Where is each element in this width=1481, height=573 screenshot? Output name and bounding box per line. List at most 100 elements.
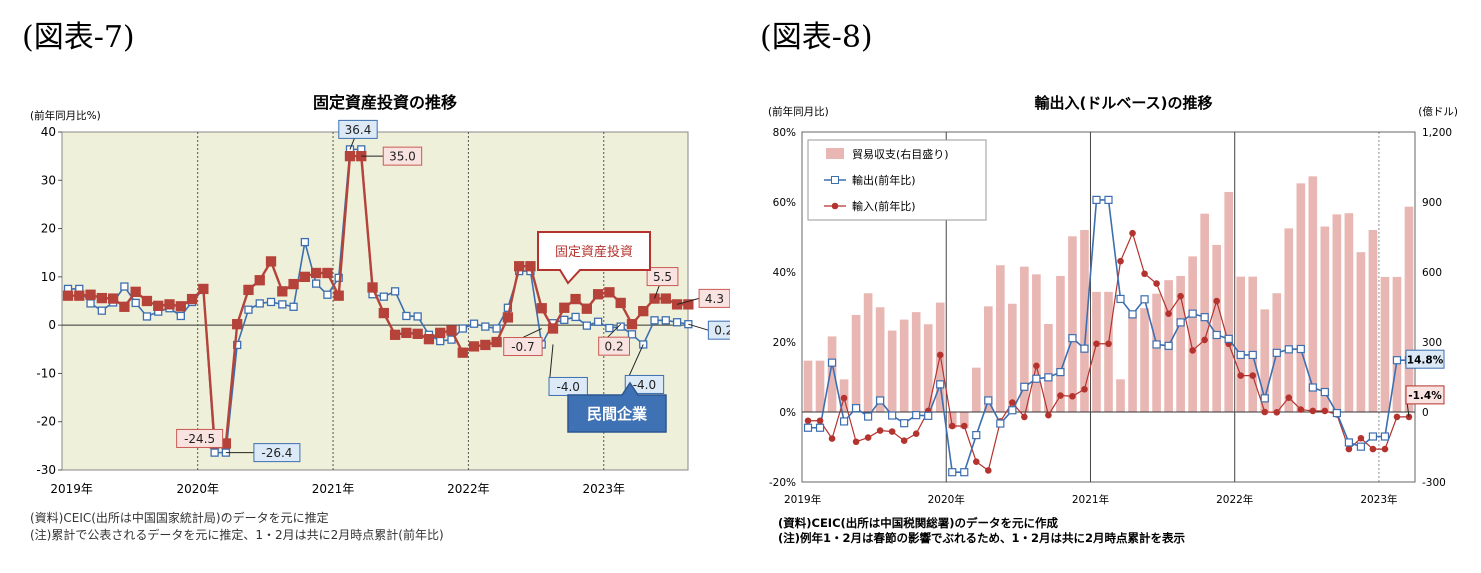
- chart7-data-point: [458, 324, 467, 333]
- chart7-data-point: [265, 256, 277, 267]
- chart7-data-point: [402, 311, 411, 321]
- chart7-data-point: [412, 328, 423, 339]
- chart7-data-point: [244, 305, 253, 314]
- chart7-data-point: [570, 293, 581, 305]
- chart7-data-point: [389, 329, 401, 340]
- chart7-data-point: [130, 286, 141, 297]
- chart7-callout-label: 民間企業: [587, 405, 648, 423]
- figure8-source-note: (資料)CEIC(出所は中国税関総署)のデータを元に作成: [778, 516, 1059, 530]
- chart7-data-point: [660, 293, 671, 304]
- chart8-export-point: [900, 419, 909, 428]
- chart8-bar: [1176, 275, 1185, 412]
- chart8-export-point: [1188, 309, 1197, 318]
- chart8-data-label: 14.8%: [1407, 355, 1444, 367]
- chart8-bar: [1128, 313, 1137, 412]
- chart8-import-point: [1405, 413, 1413, 421]
- chart8-bar: [1200, 213, 1209, 412]
- chart7-data-point: [175, 301, 186, 312]
- chart8-bar: [923, 324, 933, 412]
- chart7-data-point: [131, 298, 140, 308]
- chart8-export-point: [1200, 313, 1209, 322]
- chart8-bar: [1248, 276, 1258, 412]
- chart8-export-point: [1308, 383, 1317, 392]
- chart8-import-point: [912, 430, 920, 438]
- chart8-import-point: [985, 467, 992, 474]
- chart7-data-point: [491, 336, 502, 348]
- chart8-export-point: [1224, 334, 1233, 343]
- chart8-export-point: [876, 396, 885, 405]
- chart8-import-point: [1381, 445, 1389, 453]
- chart8-export-point: [996, 419, 1005, 428]
- chart7-data-label: -24.5: [184, 432, 215, 446]
- chart7-data-point: [661, 316, 670, 325]
- chart7-data-point: [210, 448, 219, 457]
- chart8-export-point: [1272, 348, 1281, 357]
- chart7-data-label: 35.0: [389, 150, 416, 164]
- chart8-import-point: [1033, 362, 1040, 370]
- chart7-data-point: [672, 318, 682, 327]
- chart7-data-point: [514, 261, 525, 272]
- chart7-data-point: [638, 305, 649, 317]
- figure7-source-note: (資料)CEIC(出所は中国国家統計局)のデータを元に推定: [30, 511, 329, 525]
- chart8-bar: [1260, 309, 1270, 412]
- chart8-export-point: [1260, 394, 1269, 403]
- chart7-callout-label: 固定資産投資: [555, 244, 633, 260]
- chart8-import-point: [1081, 385, 1088, 393]
- chart7-data-point: [435, 327, 446, 339]
- chart8-bar: [851, 314, 861, 412]
- chart8-x-tick-label: 2019年: [784, 493, 821, 506]
- chart8-import-point: [1189, 347, 1196, 354]
- chart8-export-point: [1056, 368, 1065, 377]
- chart8-annotation-box: [1405, 385, 1445, 405]
- chart7-data-point: [243, 284, 254, 296]
- chart8-import-point: [1201, 336, 1208, 344]
- chart8-export-point: [984, 396, 993, 405]
- chart7-data-point: [85, 289, 96, 300]
- chart8-export-point: [1284, 345, 1293, 354]
- chart8-bar: [1332, 214, 1342, 412]
- chart8-bar: [1116, 379, 1125, 412]
- chart8-export-point: [1320, 387, 1329, 397]
- chart7-data-point: [254, 275, 265, 286]
- chart8-import-point: [1093, 340, 1100, 348]
- chart8-export-point: [1008, 406, 1017, 415]
- chart7-x-tick-label: 2019年: [50, 482, 93, 496]
- chart7-data-label: 0.2: [605, 340, 624, 354]
- chart8-bar: [803, 360, 813, 412]
- figure7-label: (図表-7): [22, 20, 135, 55]
- chart8-import-point: [1141, 270, 1148, 278]
- chart8-import-point: [1345, 445, 1353, 453]
- chart8-bar: [911, 312, 921, 412]
- chart8-import-point: [876, 427, 884, 434]
- chart8-import-point: [816, 417, 824, 425]
- chart8-right-tick-label: 900: [1422, 197, 1442, 209]
- chart7-y-tick-label: 30: [41, 173, 56, 187]
- chart8-import-point: [840, 394, 848, 402]
- chart8-bar: [1212, 244, 1222, 412]
- chart8-import-point: [1045, 411, 1052, 419]
- chart7-data-point: [626, 319, 638, 330]
- chart8-export-point: [948, 468, 957, 477]
- chart7-x-tick-label: 2020年: [176, 482, 219, 496]
- chart7-data-point: [186, 293, 198, 305]
- chart7-data-point: [469, 319, 479, 328]
- chart8-export-point: [1236, 350, 1245, 360]
- chart8-export-point: [1128, 310, 1137, 319]
- chart8-import-point: [1237, 372, 1245, 379]
- chart8-export-point: [803, 423, 813, 432]
- chart8-import-point: [1309, 407, 1317, 415]
- chart8-export-point: [1344, 438, 1353, 447]
- chart8-right-axis-label: (億ドル): [1418, 105, 1458, 118]
- chart7-annotation-box: [176, 428, 224, 448]
- chart8-bar: [1404, 206, 1414, 412]
- chart7-data-point: [266, 297, 276, 307]
- chart7-data-label: -4.0: [556, 380, 579, 394]
- chart7-data-point: [142, 312, 152, 321]
- chart8-bar: [863, 293, 873, 412]
- chart8-bar: [1104, 291, 1113, 412]
- chart8-bar: [827, 336, 837, 412]
- figure8-notes: (資料)CEIC(出所は中国税関総署)のデータを元に作成 (注)例年1・2月は春…: [778, 516, 1185, 546]
- chart7-data-point: [379, 292, 388, 301]
- chart7-data-point: [277, 286, 288, 297]
- chart8-bar: [1344, 213, 1354, 412]
